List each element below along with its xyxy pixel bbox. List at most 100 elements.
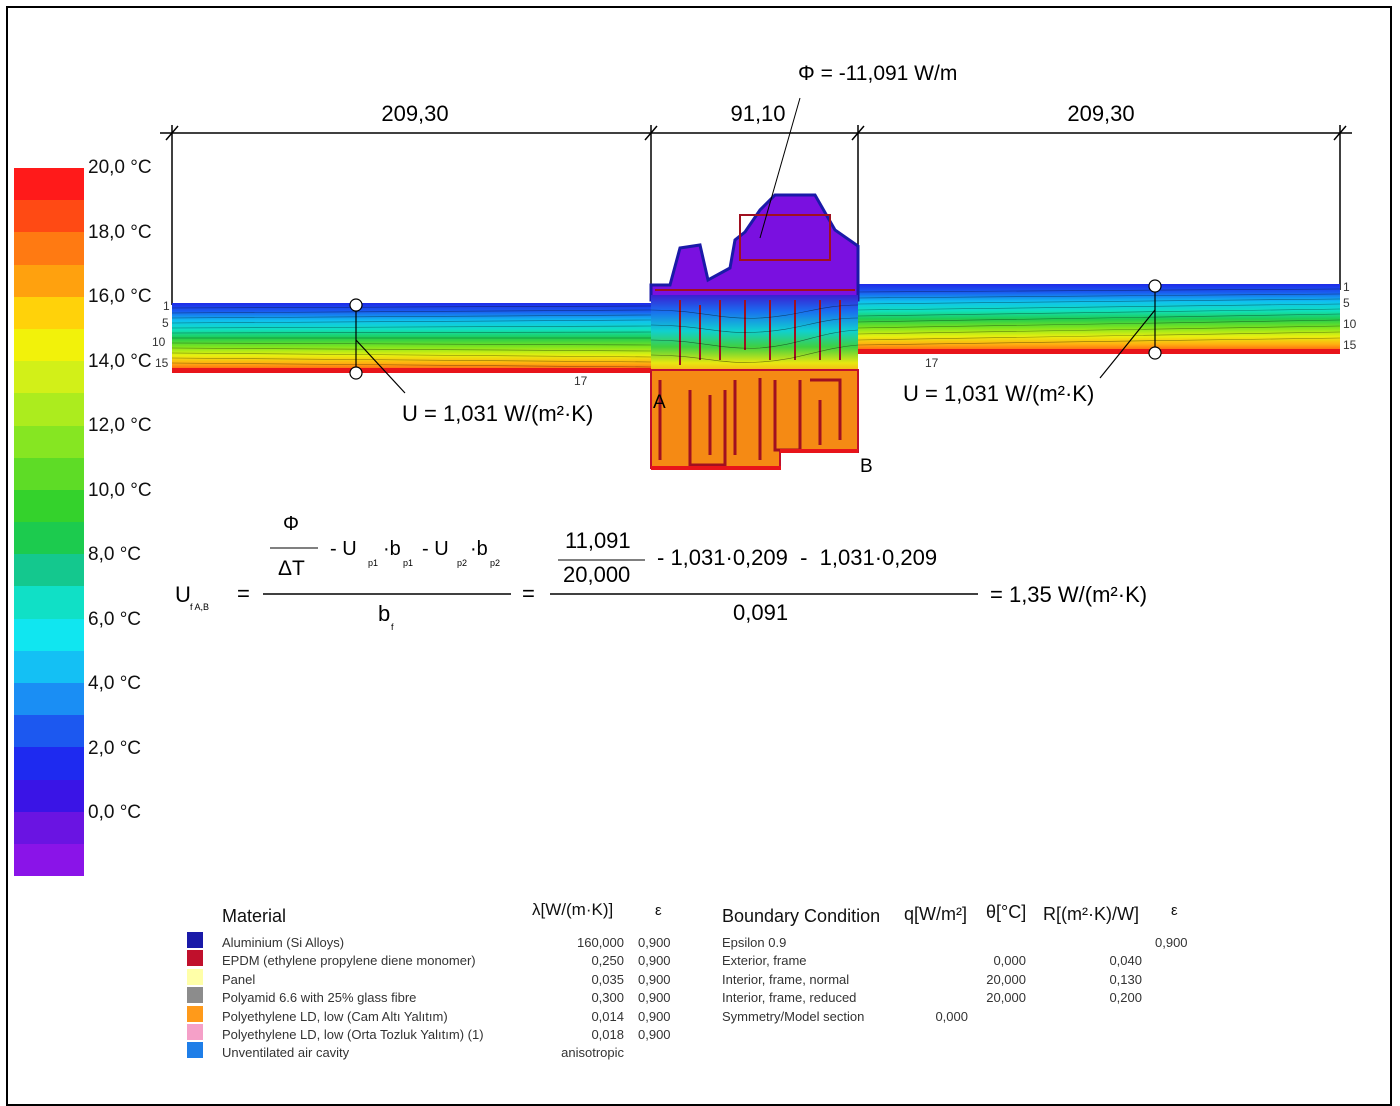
- scale-label: 18,0 °C: [88, 221, 152, 243]
- boundary-r: 0,040 0,130 0,200: [1090, 934, 1142, 1026]
- boundary-r-value: 0,040: [1109, 953, 1142, 969]
- svg-text:= 1,35 W/(m²·K): = 1,35 W/(m²·K): [990, 582, 1147, 607]
- scale-label: 2,0 °C: [88, 737, 142, 759]
- scale-label: 20,0 °C: [88, 157, 152, 178]
- svg-text:p2: p2: [490, 558, 500, 568]
- boundary-theta-value: [966, 934, 1026, 952]
- scale-band: [14, 650, 84, 683]
- svg-text:p1: p1: [403, 558, 413, 568]
- boundary-theta-value: [966, 1008, 1026, 1026]
- lambda-header: λ[W/(m·K)]: [532, 900, 614, 919]
- dimension-left: 209,30: [381, 101, 448, 126]
- scale-label: 16,0 °C: [88, 286, 152, 307]
- bc-eps-header: ε: [1171, 902, 1178, 919]
- svg-text:·b: ·b: [383, 538, 401, 560]
- scale-band: [14, 554, 84, 587]
- r-header: R[(m²·K)/W]: [1043, 904, 1139, 924]
- scale-label: 10,0 °C: [88, 479, 152, 501]
- scale-band: [14, 328, 84, 362]
- scale-label: 8,0 °C: [88, 544, 142, 565]
- material-lambda-value: 0,300: [591, 990, 624, 1006]
- isotherm-label: 1: [163, 299, 170, 313]
- boundary-q: 0,000: [910, 934, 968, 1026]
- isotherm-label: 5: [1343, 296, 1350, 310]
- boundary-header: Boundary Condition: [722, 906, 881, 926]
- boundary-eps: 0,900: [1155, 934, 1188, 1026]
- scale-band: [14, 425, 84, 458]
- isotherm-label: 17: [574, 374, 588, 388]
- u-value-left: U = 1,031 W/(m²·K): [402, 401, 593, 426]
- isotherm-label: 17: [925, 356, 939, 370]
- scale-band: [14, 200, 84, 233]
- scale-band: [14, 361, 84, 394]
- material-eps-value: 0,900: [638, 953, 671, 969]
- svg-text:0,091: 0,091: [733, 600, 788, 625]
- material-name: Polyethylene LD, low (Cam Altı Yalıtım): [222, 1008, 448, 1024]
- scale-band: [14, 393, 84, 426]
- scale-band: [14, 296, 84, 329]
- temperature-scale: [14, 168, 84, 877]
- boundary-r-value: 0,130: [1109, 971, 1142, 987]
- svg-text:=: =: [237, 581, 250, 606]
- svg-text:11,091: 11,091: [565, 528, 631, 553]
- dimension-line: [160, 125, 1352, 305]
- material-eps-value: 0,900: [638, 1008, 671, 1024]
- theta-header: θ[°C]: [986, 902, 1027, 922]
- boundary-eps-value: [1155, 971, 1188, 989]
- boundary-theta-value: 20,000: [986, 990, 1026, 1006]
- boundary-q-value: [910, 934, 968, 952]
- material-lambda-value: anisotropic: [561, 1045, 624, 1061]
- material-swatch: [187, 1005, 203, 1022]
- scale-band: [14, 232, 84, 265]
- svg-text:U: U: [175, 582, 191, 607]
- left-glazing-band: [172, 303, 652, 373]
- material-swatch: [187, 1024, 203, 1040]
- svg-text:·b: ·b: [470, 538, 488, 560]
- material-swatch: [187, 932, 203, 948]
- material-name: Polyethylene LD, low (Orta Tozluk Yalıtı…: [222, 1026, 484, 1042]
- boundary-q-value: [910, 952, 968, 970]
- svg-text:f: f: [391, 622, 394, 632]
- boundary-r-value: [1090, 934, 1142, 952]
- isotherm-label: 15: [155, 356, 169, 370]
- right-glazing-band: [858, 284, 1340, 354]
- scale-label: 14,0 °C: [88, 350, 152, 372]
- material-swatch: [187, 987, 203, 1004]
- material-eps-value: 0,900: [638, 990, 671, 1006]
- boundary-name: Interior, frame, normal: [722, 971, 850, 987]
- scale-band: [14, 168, 84, 201]
- material-eps: 0,900 0,900 0,900 0,900 0,900 0,900: [638, 934, 671, 1063]
- material-name: EPDM (ethylene propylene diene monomer): [222, 953, 476, 969]
- heat-flow-label: Φ = -11,091 W/m: [798, 62, 957, 85]
- svg-text:20,000: 20,000: [563, 562, 630, 587]
- scale-label: 6,0 °C: [88, 608, 142, 630]
- material-lambda-value: 160,000: [577, 935, 624, 950]
- scale-label: 4,0 °C: [88, 673, 142, 694]
- material-eps-value: [638, 1044, 671, 1062]
- isotherm-label: 5: [162, 316, 169, 330]
- scale-band: [14, 457, 84, 490]
- svg-text:p1: p1: [368, 558, 378, 568]
- boundary-q-value: [910, 971, 968, 989]
- svg-text:p2: p2: [457, 558, 467, 568]
- boundary-theta: 0,000 20,000 20,000: [966, 934, 1026, 1026]
- uf-formula: U f A,B = Φ ΔT - U p1 ·b p1 - U p2 ·b p2…: [175, 513, 1147, 632]
- svg-text:- 1,031·0,209 - 1,031·0,209: - 1,031·0,209 - 1,031·0,209: [657, 545, 937, 570]
- material-eps-value: 0,900: [638, 1026, 671, 1042]
- scale-band: [14, 779, 84, 812]
- boundary-theta-value: 0,000: [993, 953, 1026, 969]
- material-name: Polyamid 6.6 with 25% glass fibre: [222, 990, 417, 1006]
- q-header: q[W/m²]: [904, 904, 967, 924]
- boundary-q-value: 0,000: [935, 1008, 968, 1024]
- material-name: Unventilated air cavity: [222, 1045, 350, 1061]
- material-swatch: [187, 950, 203, 967]
- boundary-theta-value: 20,000: [986, 971, 1026, 987]
- u-value-right: U = 1,031 W/(m²·K): [903, 381, 1094, 406]
- boundary-eps-value: [1155, 989, 1188, 1007]
- svg-text:Φ: Φ: [283, 513, 299, 535]
- boundary-name: Epsilon 0.9: [722, 935, 787, 950]
- material-names: Aluminium (Si Alloys) EPDM (ethylene prop…: [222, 934, 484, 1063]
- material-lambda-value: 0,035: [591, 971, 624, 987]
- scale-band: [14, 811, 84, 844]
- material-lambda-value: 0,014: [591, 1008, 624, 1024]
